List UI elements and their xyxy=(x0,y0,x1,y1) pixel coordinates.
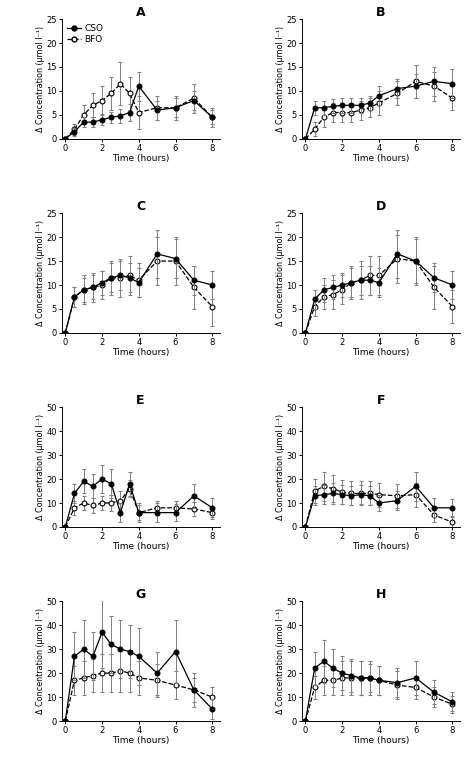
X-axis label: Time (hours): Time (hours) xyxy=(112,736,169,745)
X-axis label: Time (hours): Time (hours) xyxy=(112,154,169,163)
Y-axis label: Δ Concentration (μmol l⁻¹): Δ Concentration (μmol l⁻¹) xyxy=(276,608,285,714)
Y-axis label: Δ Concentration (μmol l⁻¹): Δ Concentration (μmol l⁻¹) xyxy=(276,414,285,520)
Y-axis label: Δ Concentration (μmol l⁻¹): Δ Concentration (μmol l⁻¹) xyxy=(36,220,45,326)
Y-axis label: Δ Concentration (μmol l⁻¹): Δ Concentration (μmol l⁻¹) xyxy=(276,220,285,326)
X-axis label: Time (hours): Time (hours) xyxy=(352,348,410,357)
X-axis label: Time (hours): Time (hours) xyxy=(352,736,410,745)
X-axis label: Time (hours): Time (hours) xyxy=(112,542,169,551)
Y-axis label: Δ Concentration (μmol l⁻¹): Δ Concentration (μmol l⁻¹) xyxy=(36,414,45,520)
Y-axis label: Δ Concentration (μmol l⁻¹): Δ Concentration (μmol l⁻¹) xyxy=(36,26,45,132)
Title: F: F xyxy=(376,394,385,407)
Y-axis label: Δ Concentration (μmol l⁻¹): Δ Concentration (μmol l⁻¹) xyxy=(36,608,45,714)
X-axis label: Time (hours): Time (hours) xyxy=(352,154,410,163)
Title: D: D xyxy=(376,200,386,213)
Title: E: E xyxy=(137,394,145,407)
Legend: CSO, BFO: CSO, BFO xyxy=(64,21,107,48)
Title: H: H xyxy=(375,588,386,601)
X-axis label: Time (hours): Time (hours) xyxy=(352,542,410,551)
Title: G: G xyxy=(136,588,146,601)
X-axis label: Time (hours): Time (hours) xyxy=(112,348,169,357)
Title: B: B xyxy=(376,6,385,19)
Title: C: C xyxy=(136,200,145,213)
Title: A: A xyxy=(136,6,146,19)
Y-axis label: Δ Concentration (μmol l⁻¹): Δ Concentration (μmol l⁻¹) xyxy=(276,26,285,132)
